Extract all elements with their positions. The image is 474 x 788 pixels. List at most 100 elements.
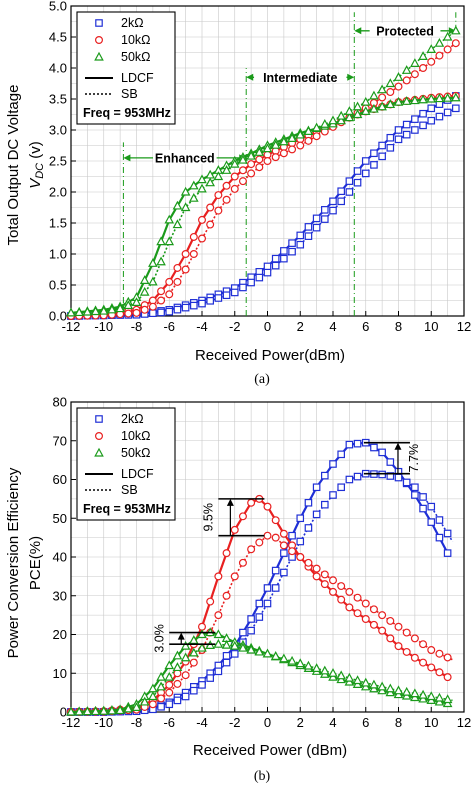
data-point <box>369 90 379 100</box>
x-tick-label: 0 <box>264 715 271 730</box>
x-tick-label: -8 <box>131 715 143 730</box>
data-point <box>442 92 453 102</box>
data-point <box>345 475 354 484</box>
data-point <box>443 653 452 662</box>
data-point <box>312 483 321 492</box>
data-point <box>206 203 215 212</box>
data-point <box>378 611 387 620</box>
region-label: Enhanced <box>155 151 215 165</box>
y-tick-label: 1.5 <box>49 216 67 231</box>
data-point <box>434 692 445 702</box>
legend-marker <box>94 35 103 44</box>
data-point <box>156 681 166 691</box>
region-label-bg <box>369 22 441 37</box>
data-point <box>451 39 460 48</box>
data-point <box>157 296 166 305</box>
data-point <box>247 169 256 178</box>
data-point <box>361 614 370 623</box>
data-point <box>271 566 280 575</box>
chart-1-yticks: 0 10 20 30 40 50 60 70 80 <box>53 395 76 720</box>
data-point <box>173 305 182 314</box>
x-tick-label: 12 <box>457 319 471 334</box>
chart-b-ylabel-1: Power Conversion Efficiency <box>5 467 22 658</box>
data-point <box>345 177 354 185</box>
legend-freq: Freq = 953MHz <box>83 502 171 516</box>
data-point <box>270 139 281 149</box>
data-point <box>312 572 321 581</box>
data-point <box>214 667 223 676</box>
data-point <box>386 472 395 480</box>
data-point <box>206 597 215 606</box>
pce-gap-label: 3.0% <box>152 624 166 653</box>
data-point <box>180 186 191 196</box>
data-point <box>427 104 436 113</box>
data-point <box>246 150 256 160</box>
data-point <box>288 145 297 154</box>
data-point <box>443 108 452 117</box>
chart-a-xlabel: Received Power(dBm) <box>195 347 345 364</box>
data-point <box>156 256 166 266</box>
data-point <box>427 502 436 511</box>
pce-gap-arrow-head <box>177 632 185 640</box>
data-point <box>353 593 362 602</box>
data-point <box>329 576 338 585</box>
data-point <box>164 660 175 670</box>
data-point <box>148 276 158 286</box>
data-point <box>337 187 345 196</box>
data-point <box>353 472 362 481</box>
data-point <box>378 626 387 635</box>
data-point <box>107 304 117 314</box>
data-point <box>418 94 428 104</box>
data-point <box>386 634 395 643</box>
data-point <box>206 674 214 682</box>
data-point <box>213 638 224 648</box>
x-tick-label: -2 <box>229 715 241 730</box>
data-point <box>411 115 419 123</box>
pce-gap-label: 7.7% <box>407 444 421 473</box>
data-point <box>255 599 264 608</box>
data-point <box>156 671 166 681</box>
x-tick-label: -6 <box>163 319 175 334</box>
data-point <box>189 180 199 190</box>
data-point <box>328 667 338 677</box>
data-point <box>329 587 338 596</box>
data-point <box>353 609 362 618</box>
data-point <box>82 706 93 716</box>
x-tick-label: -8 <box>131 319 143 334</box>
data-point <box>115 303 125 313</box>
data-point <box>123 703 134 713</box>
data-point <box>311 663 322 673</box>
data-point <box>321 471 329 480</box>
data-point <box>164 236 175 246</box>
legend-marker <box>94 51 104 61</box>
legend-entry: 2kΩ <box>121 16 144 30</box>
y-tick-label: 40 <box>53 550 67 565</box>
legend-ldcf: LDCF <box>121 71 154 85</box>
data-point <box>230 288 239 297</box>
data-point <box>337 582 346 591</box>
data-point <box>279 136 289 146</box>
data-point <box>386 144 395 152</box>
data-point <box>320 570 329 579</box>
data-point <box>238 558 247 567</box>
data-point <box>393 685 404 695</box>
data-point <box>238 642 248 652</box>
data-point <box>337 595 346 604</box>
data-point <box>410 58 420 67</box>
data-point <box>312 223 321 232</box>
data-point <box>312 132 321 141</box>
data-point <box>190 301 198 310</box>
legend-marker <box>94 447 104 457</box>
data-point <box>271 584 280 592</box>
data-point <box>321 215 329 223</box>
data-point <box>222 658 231 667</box>
data-point <box>181 692 190 701</box>
y-tick-label: 2.0 <box>49 185 67 200</box>
data-point <box>221 165 232 174</box>
data-point <box>74 307 84 317</box>
data-point <box>139 275 150 284</box>
data-point <box>402 647 411 656</box>
legend-entry: 50kΩ <box>121 50 151 64</box>
data-point <box>280 254 288 263</box>
data-point <box>369 679 379 689</box>
